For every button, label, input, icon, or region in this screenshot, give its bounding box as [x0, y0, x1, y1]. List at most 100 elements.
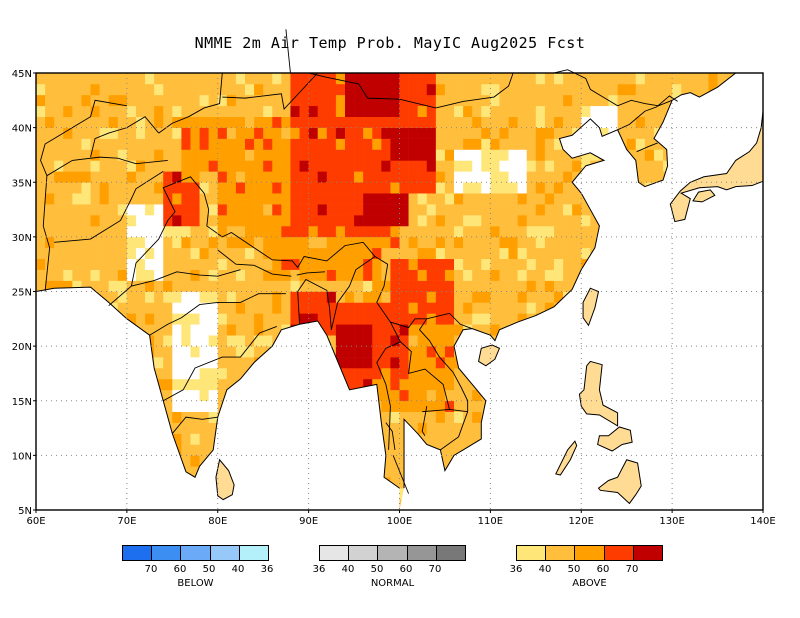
grid-cell — [408, 269, 418, 281]
grid-cell — [190, 357, 200, 369]
lon-label: 90E — [299, 516, 318, 527]
grid-cell — [190, 225, 200, 238]
grid-cell — [499, 193, 509, 205]
country-border — [385, 422, 396, 450]
grid-cell — [544, 215, 555, 227]
grid-cell — [354, 182, 364, 194]
grid-cell — [599, 94, 609, 107]
grid-cell — [572, 269, 582, 281]
grid-cell — [235, 291, 246, 303]
grid-cell — [135, 193, 146, 205]
grid-cell — [190, 378, 200, 391]
grid-cell — [635, 116, 646, 128]
grid-cell — [435, 313, 446, 325]
grid-cell — [344, 160, 355, 172]
grid-cell — [108, 280, 119, 292]
grid-cell — [454, 193, 464, 205]
grid-cell — [326, 247, 337, 260]
map-title: NMME 2m Air Temp Prob. MayIC Aug2025 Fcs… — [194, 34, 586, 52]
grid-cell — [408, 367, 418, 380]
grid-cell — [90, 215, 100, 227]
lat-label: 5N — [18, 506, 32, 517]
grid-cell — [526, 302, 537, 314]
grid-cell — [290, 171, 300, 183]
grid-cell — [217, 182, 228, 194]
grid-cell — [172, 105, 182, 117]
grid-cell — [208, 378, 219, 391]
grid-cell — [335, 302, 346, 314]
grid-cell — [344, 269, 355, 281]
grid-cell — [463, 433, 473, 445]
grid-cell — [526, 83, 537, 96]
grid-cell — [199, 247, 209, 260]
grid-cell — [426, 411, 437, 423]
grid-cell — [381, 138, 391, 150]
grid-cell — [290, 182, 300, 194]
grid-cell — [163, 335, 173, 347]
grid-cell — [463, 204, 473, 216]
grid-cell — [390, 400, 400, 412]
grid-cell — [272, 73, 282, 85]
grid-cell — [435, 138, 446, 150]
grid-cell — [36, 247, 46, 260]
grid-cell — [363, 335, 373, 347]
grid-cell — [326, 291, 337, 303]
grid-cell — [117, 73, 128, 85]
grid-cell — [208, 269, 219, 281]
grid-cell — [563, 204, 573, 216]
grid-cell — [181, 94, 191, 107]
grid-cell — [81, 83, 91, 96]
grid-cell — [90, 138, 100, 150]
grid-cell — [626, 105, 637, 117]
lon-label: 140E — [750, 516, 775, 527]
grid-cell — [190, 94, 200, 107]
grid-cell — [172, 346, 182, 358]
grid-cell — [54, 258, 64, 270]
legend-tick-label: 50 — [370, 564, 384, 575]
grid-cell — [454, 291, 464, 303]
grid-cell — [235, 182, 246, 194]
grid-cell — [426, 433, 437, 445]
grid-cell — [181, 182, 191, 194]
grid-cell — [426, 367, 437, 380]
grid-cell — [326, 94, 337, 107]
grid-cell — [553, 215, 564, 227]
grid-cell — [544, 269, 555, 281]
grid-cell — [72, 193, 82, 205]
grid-cell — [281, 149, 291, 161]
grid-cell — [399, 313, 409, 325]
grid-cell — [472, 225, 482, 238]
grid-cell — [344, 116, 355, 128]
grid-cell — [435, 258, 446, 270]
grid-cell — [535, 204, 546, 216]
grid-cell — [381, 466, 391, 478]
grid-cell — [190, 182, 200, 194]
grid-cell — [135, 127, 146, 139]
grid-cell — [190, 433, 200, 445]
grid-cell — [199, 291, 209, 303]
grid-cell — [145, 236, 155, 249]
grid-cell — [681, 73, 691, 85]
grid-cell — [553, 236, 564, 249]
grid-cell — [653, 73, 664, 85]
grid-cell — [335, 258, 346, 270]
grid-cell — [190, 313, 200, 325]
grid-cell — [263, 335, 273, 347]
grid-cell — [172, 236, 182, 249]
grid-cell — [108, 204, 119, 216]
grid-cell — [526, 138, 537, 150]
grid-cell — [199, 444, 209, 456]
grid-cell — [372, 280, 382, 292]
grid-cell — [217, 258, 228, 270]
grid-cell — [299, 73, 309, 85]
grid-cell — [154, 258, 164, 270]
grid-cell — [481, 302, 491, 314]
grid-cell — [281, 116, 291, 128]
grid-cell — [172, 389, 182, 402]
grid-cell — [272, 269, 282, 281]
grid-cell — [399, 73, 409, 85]
grid-cell — [208, 389, 219, 402]
grid-cell — [435, 215, 446, 227]
grid-cell — [454, 215, 464, 227]
grid-cell — [572, 83, 582, 96]
